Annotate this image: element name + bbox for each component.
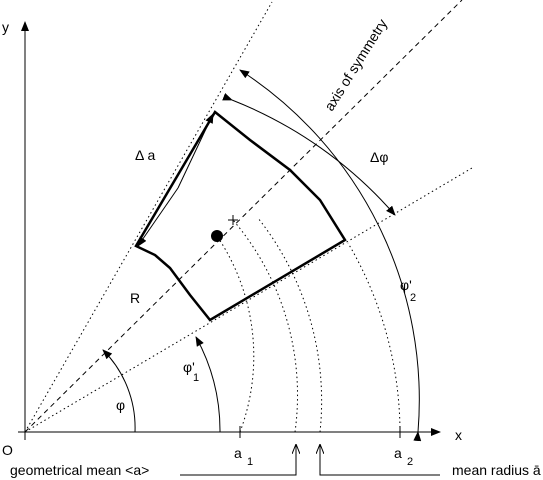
lower-bound-line	[24, 167, 473, 433]
delta-a-arrow	[137, 187, 179, 247]
phi2-arc	[239, 69, 422, 442]
a2-label: a	[394, 445, 402, 461]
a1-sub: 1	[247, 456, 253, 468]
x-label: x	[455, 427, 462, 443]
centroid	[211, 230, 223, 242]
r-label: R	[130, 290, 140, 306]
delta-phi-arc	[222, 92, 396, 216]
mean-radius-pointer	[320, 445, 440, 476]
arc-a1	[216, 235, 255, 433]
upper-bound-line	[24, 1, 273, 433]
center-cross	[228, 215, 238, 225]
arc-mean-radius	[257, 217, 323, 433]
delta-a-arrow	[177, 113, 214, 189]
phi-arc	[102, 349, 136, 433]
phi2-label: φ'	[400, 277, 412, 293]
arc-a2	[347, 242, 401, 433]
y-label: y	[2, 19, 9, 35]
symmetry-label: axis of symmetry	[321, 16, 390, 114]
delta-a-label: Δ a	[135, 147, 155, 163]
geometrical-mean-pointer	[180, 445, 296, 476]
arc-mean	[232, 219, 299, 433]
phi1-label: φ'	[183, 359, 195, 375]
phi1-arc	[195, 336, 221, 433]
phi1-sub: 1	[193, 372, 199, 384]
a1-label: a	[234, 445, 242, 461]
delta-phi-label: Δφ	[370, 149, 388, 165]
phi2-sub: 2	[410, 292, 416, 304]
a2-sub: 2	[407, 456, 413, 468]
geometrical-mean-label: geometrical mean <a>	[10, 462, 149, 478]
origin-label: O	[2, 442, 13, 458]
phi-label: φ	[116, 397, 125, 413]
symmetry-axis	[24, 0, 463, 433]
mean-radius-label: mean radius ā	[452, 462, 541, 478]
